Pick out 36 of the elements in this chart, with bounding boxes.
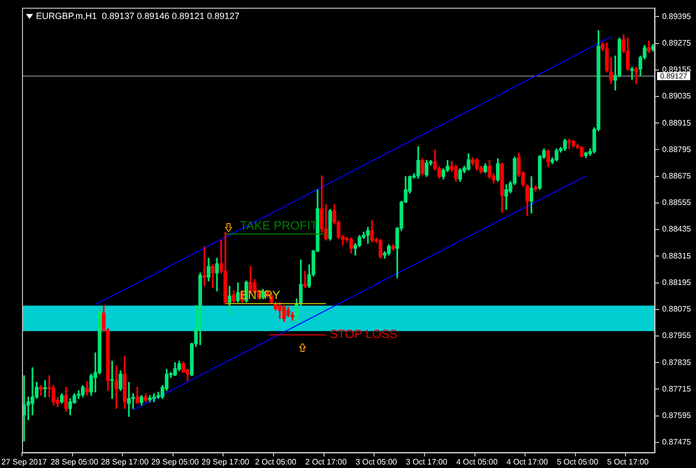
y-tick-label: 0.88075 [662, 304, 692, 314]
y-tick-label: 0.88195 [662, 278, 692, 287]
ref-line-label: STOP LOSS [330, 327, 398, 342]
x-tick-label: 28 Sep 17:00 [100, 457, 150, 466]
y-tick-label: 0.87835 [662, 358, 692, 367]
x-tick-label: 3 Oct 05:00 [356, 457, 398, 466]
x-tick-label: 5 Oct 05:00 [556, 457, 599, 466]
x-tick-label: 4 Oct 05:00 [456, 457, 498, 466]
y-tick-label: 0.87595 [662, 411, 692, 420]
x-tick-label: 2 Oct 17:00 [305, 457, 348, 466]
y-tick-label: 0.87475 [662, 438, 692, 447]
x-tick-label: 29 Sep 05:00 [151, 457, 200, 466]
x-tick-label: 4 Oct 17:00 [506, 457, 548, 466]
y-tick-label: 0.88315 [662, 251, 692, 260]
x-tick-label: 5 Oct 17:00 [607, 457, 650, 466]
y-tick-label: 0.88795 [662, 144, 692, 154]
candlestick [303, 270, 307, 288]
y-tick-label: 0.89395 [662, 12, 692, 21]
x-tick-label: 2 Oct 05:00 [254, 457, 297, 466]
y-tick-label: 0.87715 [662, 384, 692, 394]
y-tick-label: 0.88915 [662, 118, 692, 128]
y-tick-label: 0.87955 [662, 331, 692, 340]
y-tick-label: 0.89275 [662, 38, 692, 48]
x-tick-label: 3 Oct 17:00 [406, 457, 448, 466]
candlestick [43, 380, 47, 398]
y-tick-label: 0.89035 [662, 92, 692, 101]
ref-line-label: ENTRY [240, 288, 280, 302]
y-tick-label: 0.88435 [662, 224, 692, 234]
x-tick-label: 27 Sep 2017 [1, 457, 48, 466]
x-tick-label: 29 Sep 17:00 [202, 457, 250, 466]
x-tick-label: 28 Sep 05:00 [50, 457, 99, 466]
chart-title: EURGBP.m,H1 0.89137 0.89146 0.89121 0.89127 [36, 11, 240, 21]
y-tick-label: 0.89155 [662, 65, 692, 74]
y-tick-label: 0.88675 [662, 172, 692, 181]
y-tick-label: 0.88555 [662, 198, 692, 208]
candlestick [630, 66, 634, 80]
